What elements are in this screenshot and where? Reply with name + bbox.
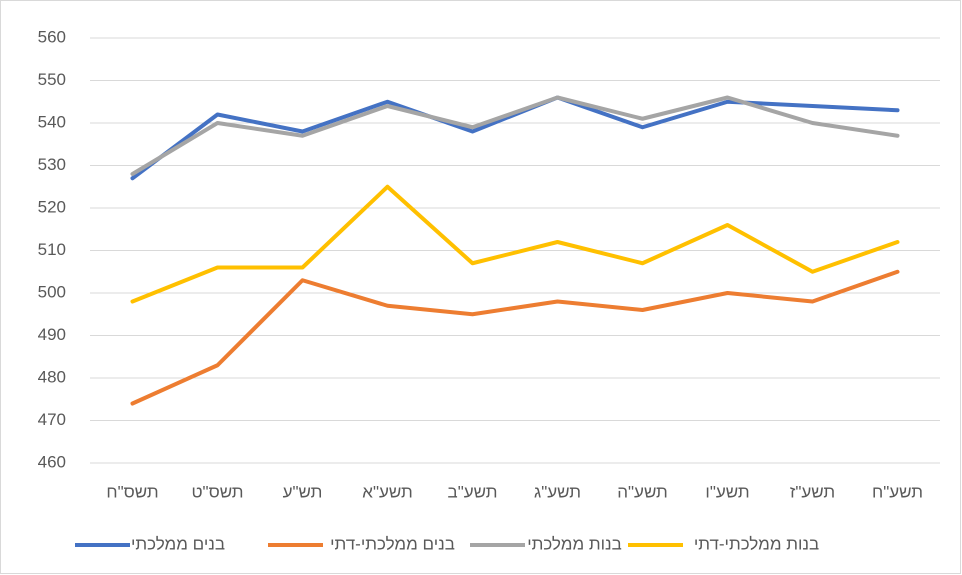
y-tick-label: 560 [38, 27, 66, 46]
y-tick-label: 550 [38, 70, 66, 89]
y-tick-label: 540 [38, 112, 66, 131]
y-tick-label: 530 [38, 155, 66, 174]
x-tick-label: תש"ע [283, 482, 323, 501]
x-tick-label: תשע"ב [448, 482, 498, 501]
x-tick-label: תשע"ח [872, 482, 923, 501]
y-tick-label: 470 [38, 410, 66, 429]
x-tick-label: תשע"ג [534, 482, 581, 501]
legend-label: בנות ממלכתי-דתי [694, 534, 819, 553]
x-tick-label: תשע"ז [790, 482, 835, 501]
legend-label: בנות ממלכתי [527, 534, 622, 553]
data-line [130, 184, 900, 304]
y-tick-label: 510 [38, 240, 66, 259]
x-tick-label: תשס"ח [106, 482, 158, 501]
y-tick-label: 460 [38, 452, 66, 471]
legend-label: בנים ממלכתי-דתי [330, 534, 455, 553]
y-tick-label: 500 [38, 282, 66, 301]
y-tick-label: 480 [38, 367, 66, 386]
data-line [130, 95, 900, 181]
data-line [130, 269, 900, 406]
x-tick-label: תשע"ו [705, 482, 749, 501]
y-tick-label: 490 [38, 325, 66, 344]
y-tick-label: 520 [38, 197, 66, 216]
x-tick-label: תשע"א [362, 482, 412, 501]
x-tick-label: תשע"ה [617, 482, 668, 501]
x-tick-label: תשס"ט [191, 482, 243, 501]
data-line [130, 95, 900, 176]
legend-label: בנים ממלכתי [131, 534, 225, 553]
